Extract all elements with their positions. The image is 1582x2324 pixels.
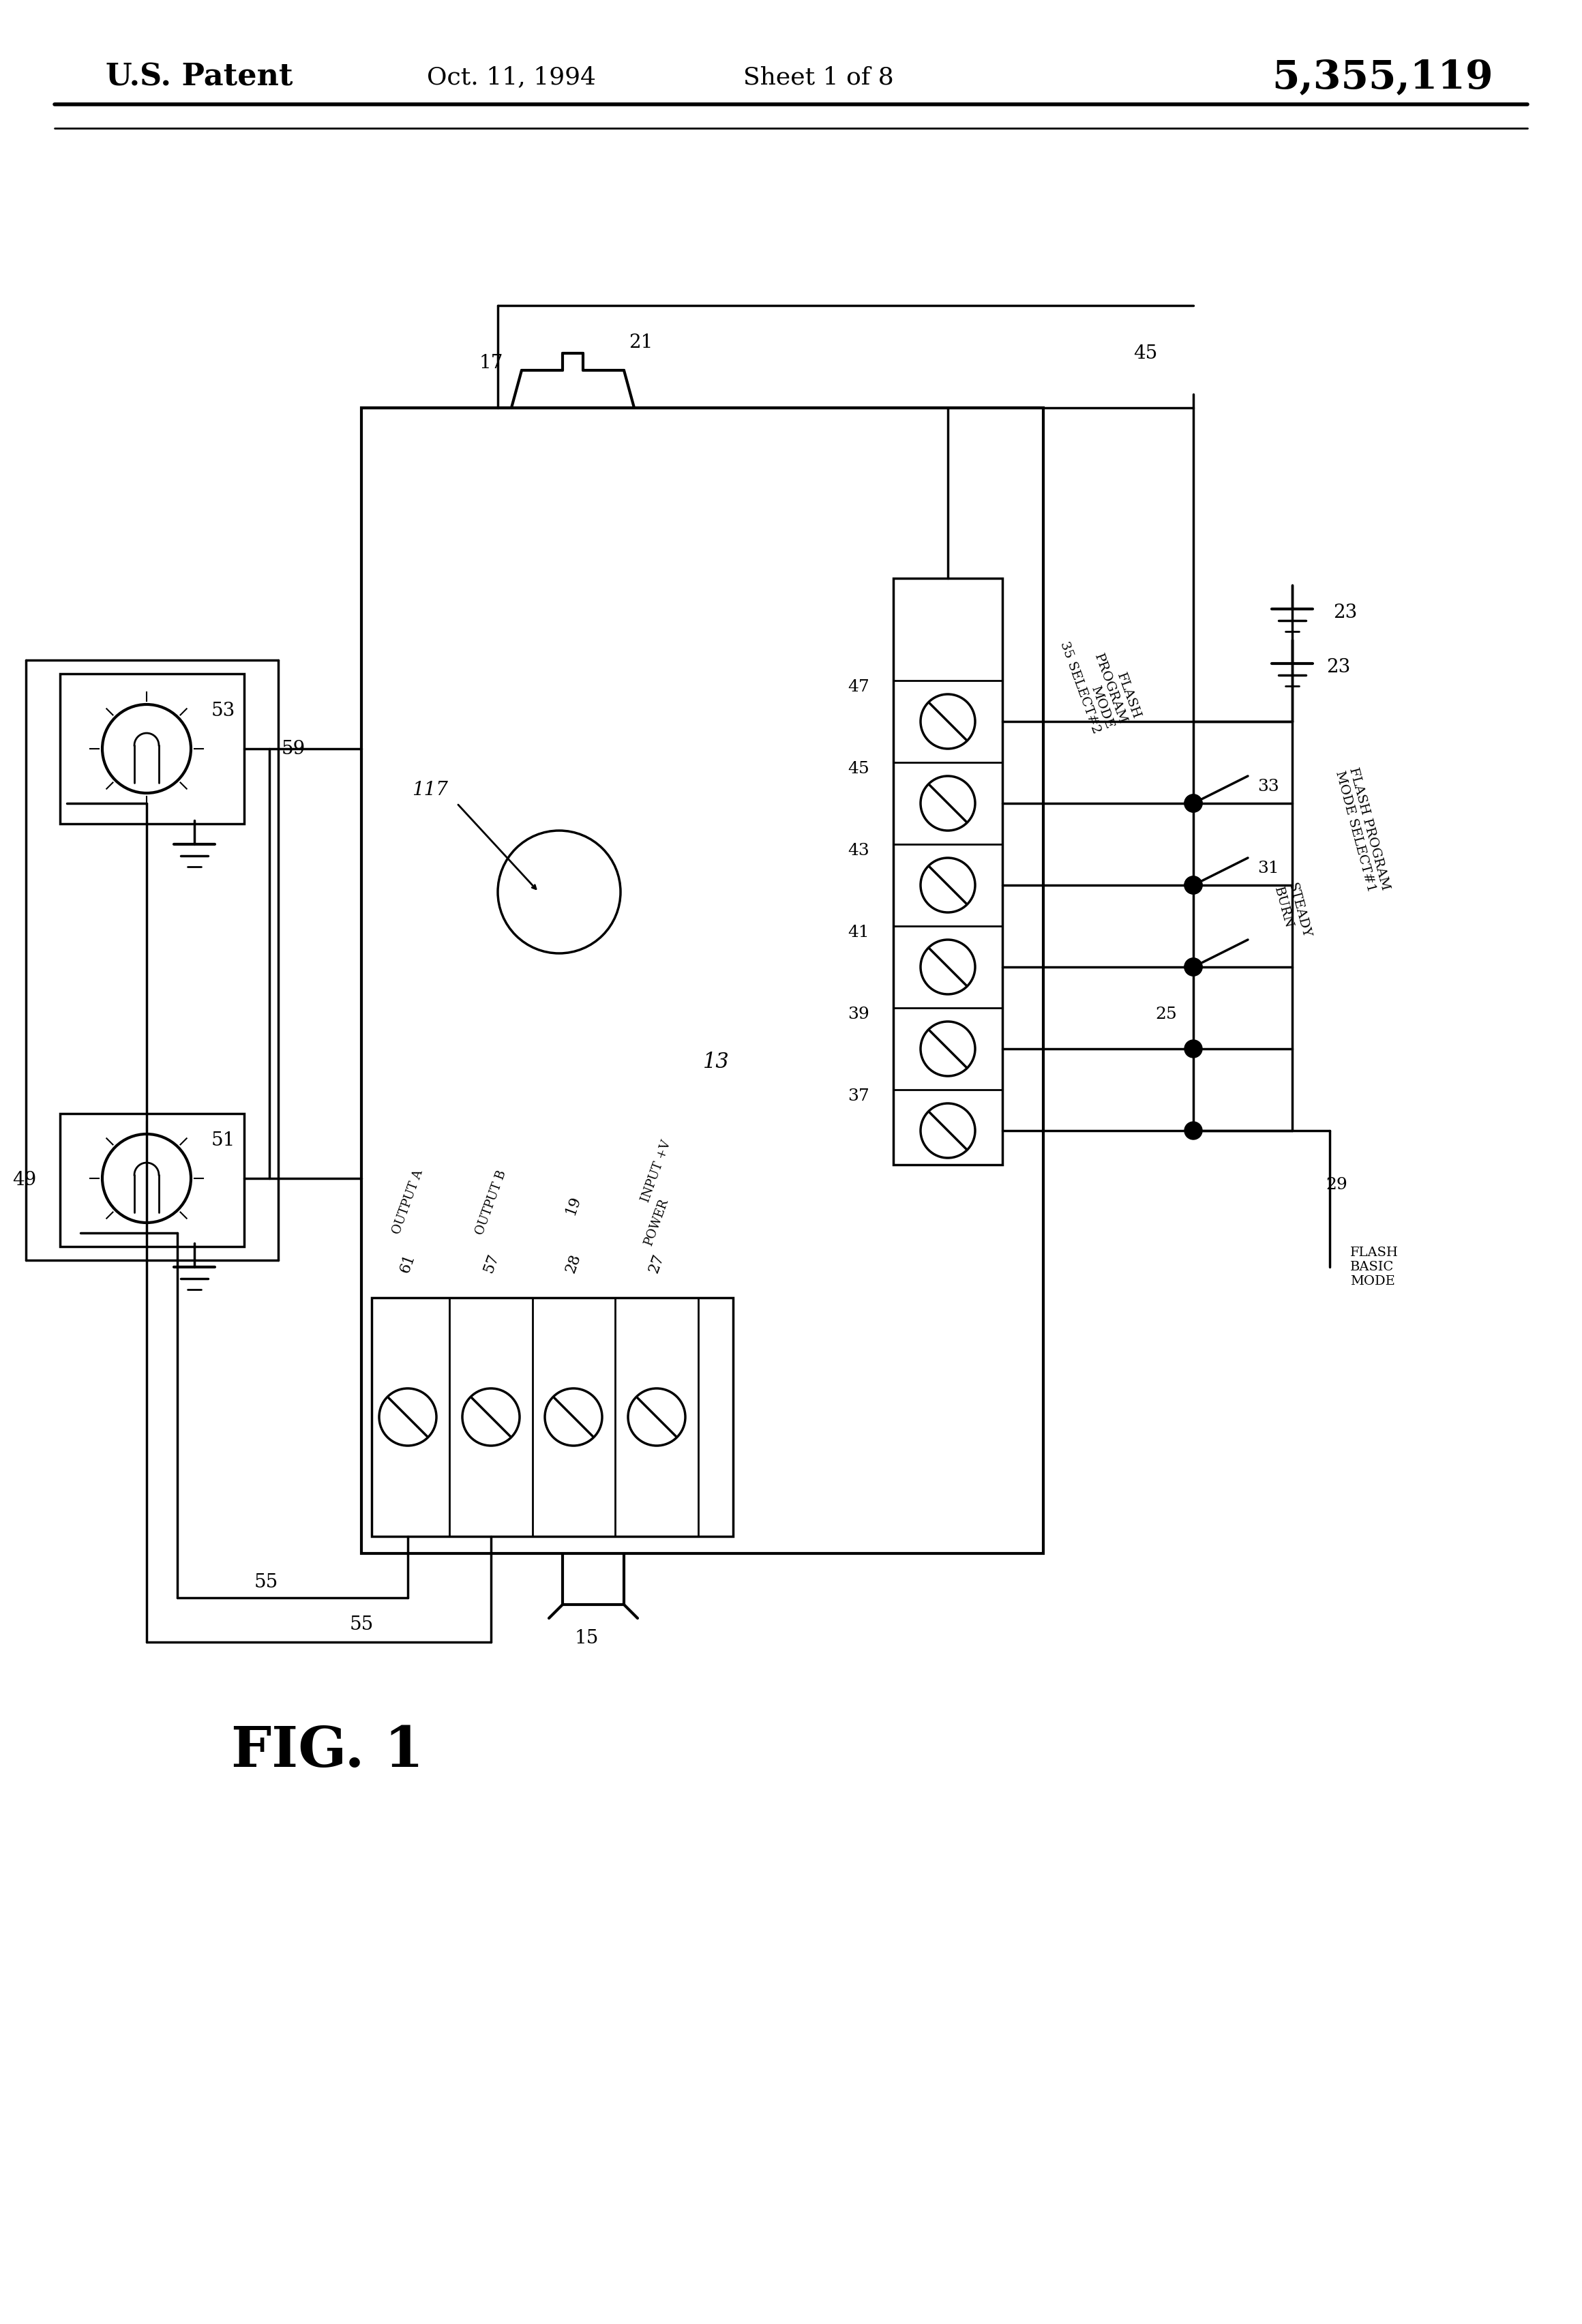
Text: FIG. 1: FIG. 1 <box>231 1724 424 1778</box>
Text: 31: 31 <box>1258 860 1280 876</box>
Circle shape <box>1185 795 1202 811</box>
Text: 28: 28 <box>563 1253 584 1276</box>
Bar <box>60 1113 244 1246</box>
Text: 55: 55 <box>350 1615 373 1634</box>
Bar <box>372 1297 732 1536</box>
Text: INPUT +V: INPUT +V <box>639 1139 674 1204</box>
Text: FLASH
BASIC
MODE: FLASH BASIC MODE <box>1349 1246 1398 1287</box>
Text: 23: 23 <box>1326 658 1351 676</box>
Text: OUTPUT A: OUTPUT A <box>391 1169 426 1236</box>
Circle shape <box>462 1387 519 1446</box>
Circle shape <box>921 1023 975 1076</box>
Circle shape <box>921 1104 975 1157</box>
Circle shape <box>921 695 975 748</box>
Circle shape <box>103 704 191 792</box>
Text: 41: 41 <box>848 925 870 941</box>
Circle shape <box>1185 876 1202 895</box>
Text: Oct. 11, 1994: Oct. 11, 1994 <box>427 65 596 88</box>
Text: 53: 53 <box>212 702 236 720</box>
Text: POWER: POWER <box>642 1197 671 1248</box>
Circle shape <box>544 1387 603 1446</box>
Bar <box>361 407 1043 1552</box>
Text: 21: 21 <box>630 335 653 353</box>
Text: FLASH PROGRAM
MODE SELECT#1: FLASH PROGRAM MODE SELECT#1 <box>1334 767 1392 895</box>
Text: 5,355,119: 5,355,119 <box>1272 58 1493 95</box>
Bar <box>894 579 1003 1164</box>
Text: 17: 17 <box>479 353 503 372</box>
Text: 23: 23 <box>1334 604 1357 621</box>
Text: 27: 27 <box>647 1253 668 1276</box>
Circle shape <box>921 776 975 830</box>
Circle shape <box>921 858 975 913</box>
Circle shape <box>1185 1122 1202 1139</box>
Text: 59: 59 <box>282 739 305 758</box>
Bar <box>60 674 244 823</box>
Circle shape <box>1185 876 1202 895</box>
Circle shape <box>498 830 620 953</box>
Circle shape <box>1185 795 1202 811</box>
Text: STEADY
BURN: STEADY BURN <box>1272 881 1311 944</box>
Text: 61: 61 <box>397 1253 418 1276</box>
Text: 45: 45 <box>848 762 870 776</box>
Text: 39: 39 <box>848 1006 870 1023</box>
Text: 33: 33 <box>1258 779 1280 795</box>
Text: OUTPUT B: OUTPUT B <box>473 1169 508 1236</box>
Circle shape <box>1185 1039 1202 1057</box>
Circle shape <box>628 1387 685 1446</box>
Text: 51: 51 <box>212 1132 236 1150</box>
Circle shape <box>921 939 975 995</box>
Text: 117: 117 <box>411 781 448 799</box>
Text: 25: 25 <box>1155 1006 1177 1023</box>
Text: FLASH
PROGRAM
MODE
35 SELECT#2: FLASH PROGRAM MODE 35 SELECT#2 <box>1057 625 1142 737</box>
Text: U.S. Patent: U.S. Patent <box>106 63 293 91</box>
Text: 57: 57 <box>481 1253 501 1276</box>
Text: 49: 49 <box>13 1171 36 1190</box>
Text: 13: 13 <box>702 1053 729 1074</box>
Text: 37: 37 <box>848 1088 870 1104</box>
Text: 47: 47 <box>848 679 870 695</box>
Circle shape <box>103 1134 191 1222</box>
Text: 29: 29 <box>1326 1178 1348 1192</box>
Text: 19: 19 <box>563 1195 584 1218</box>
Text: Sheet 1 of 8: Sheet 1 of 8 <box>744 65 894 88</box>
Circle shape <box>1185 957 1202 976</box>
Text: 45: 45 <box>1134 344 1158 363</box>
Text: 43: 43 <box>848 844 870 860</box>
Circle shape <box>1185 957 1202 976</box>
Circle shape <box>380 1387 437 1446</box>
Text: 55: 55 <box>255 1573 278 1592</box>
Text: 15: 15 <box>574 1629 598 1648</box>
